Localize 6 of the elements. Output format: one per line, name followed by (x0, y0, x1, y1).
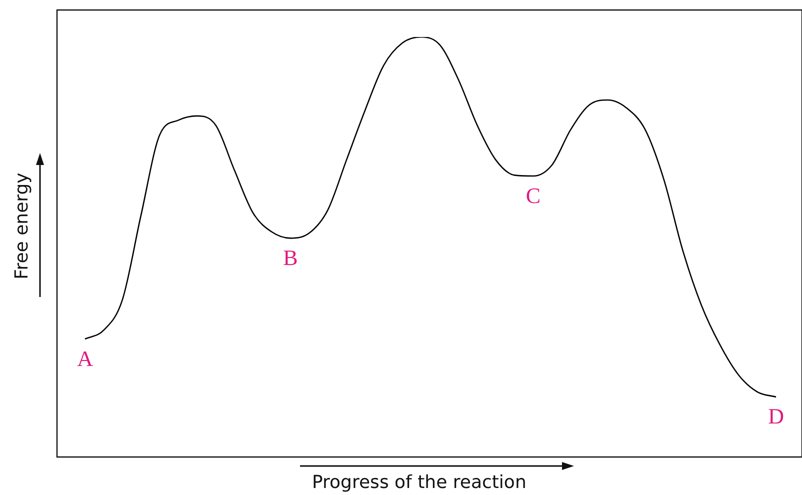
x-axis-title: Progress of the reaction (312, 472, 526, 493)
annotation: A (77, 346, 94, 371)
annotation: C (526, 182, 541, 208)
y-axis-title: Free energy (12, 172, 32, 280)
annotation: B (283, 244, 298, 270)
annotation: D (768, 404, 784, 429)
